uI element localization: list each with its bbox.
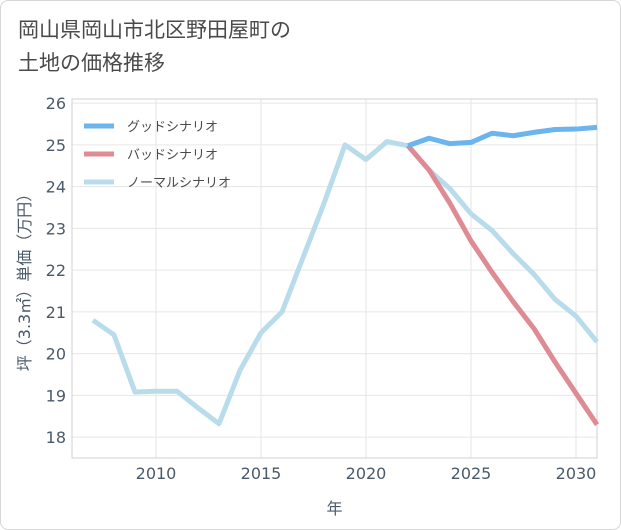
plot-frame [71, 98, 598, 459]
legend-label: グッドシナリオ [127, 120, 218, 135]
y-tick-label: 21 [46, 303, 66, 322]
series-line-1 [407, 124, 598, 149]
legend-label: ノーマルシナリオ [127, 176, 231, 191]
x-tick-labels: 2010 2015 2020 2025 2030 [136, 464, 597, 483]
x-tick-label: 2015 [241, 464, 282, 483]
y-axis-title: 坪（3.3㎡）単価（万円） [15, 186, 34, 371]
x-axis-title: 年 [326, 499, 342, 518]
chart-title: 岡山県岡山市北区野田屋町の 土地の価格推移 [18, 18, 291, 75]
y-tick-label: 22 [46, 261, 66, 280]
x-tick-label: 2010 [136, 464, 177, 483]
legend-item-1: グッドシナリオ [84, 120, 218, 135]
legend-item-3: ノーマルシナリオ [84, 176, 231, 191]
series-lines [91, 124, 600, 427]
y-tick-label: 20 [46, 345, 66, 364]
series-line-2 [406, 144, 600, 426]
y-tick-label: 19 [46, 386, 66, 405]
x-tick-label: 2025 [451, 464, 492, 483]
legend-item-2: バッドシナリオ [84, 148, 218, 163]
y-tick-label: 18 [46, 428, 66, 447]
y-tick-labels: 18 19 20 21 22 23 24 25 26 [46, 94, 66, 447]
series-line-3 [91, 139, 599, 427]
y-tick-label: 24 [46, 178, 66, 197]
y-tick-label: 23 [46, 219, 66, 238]
x-tick-label: 2030 [556, 464, 597, 483]
y-tick-label: 26 [46, 94, 66, 113]
y-tick-label: 25 [46, 136, 66, 155]
legend-label: バッドシナリオ [127, 148, 218, 163]
x-tick-label: 2020 [346, 464, 387, 483]
